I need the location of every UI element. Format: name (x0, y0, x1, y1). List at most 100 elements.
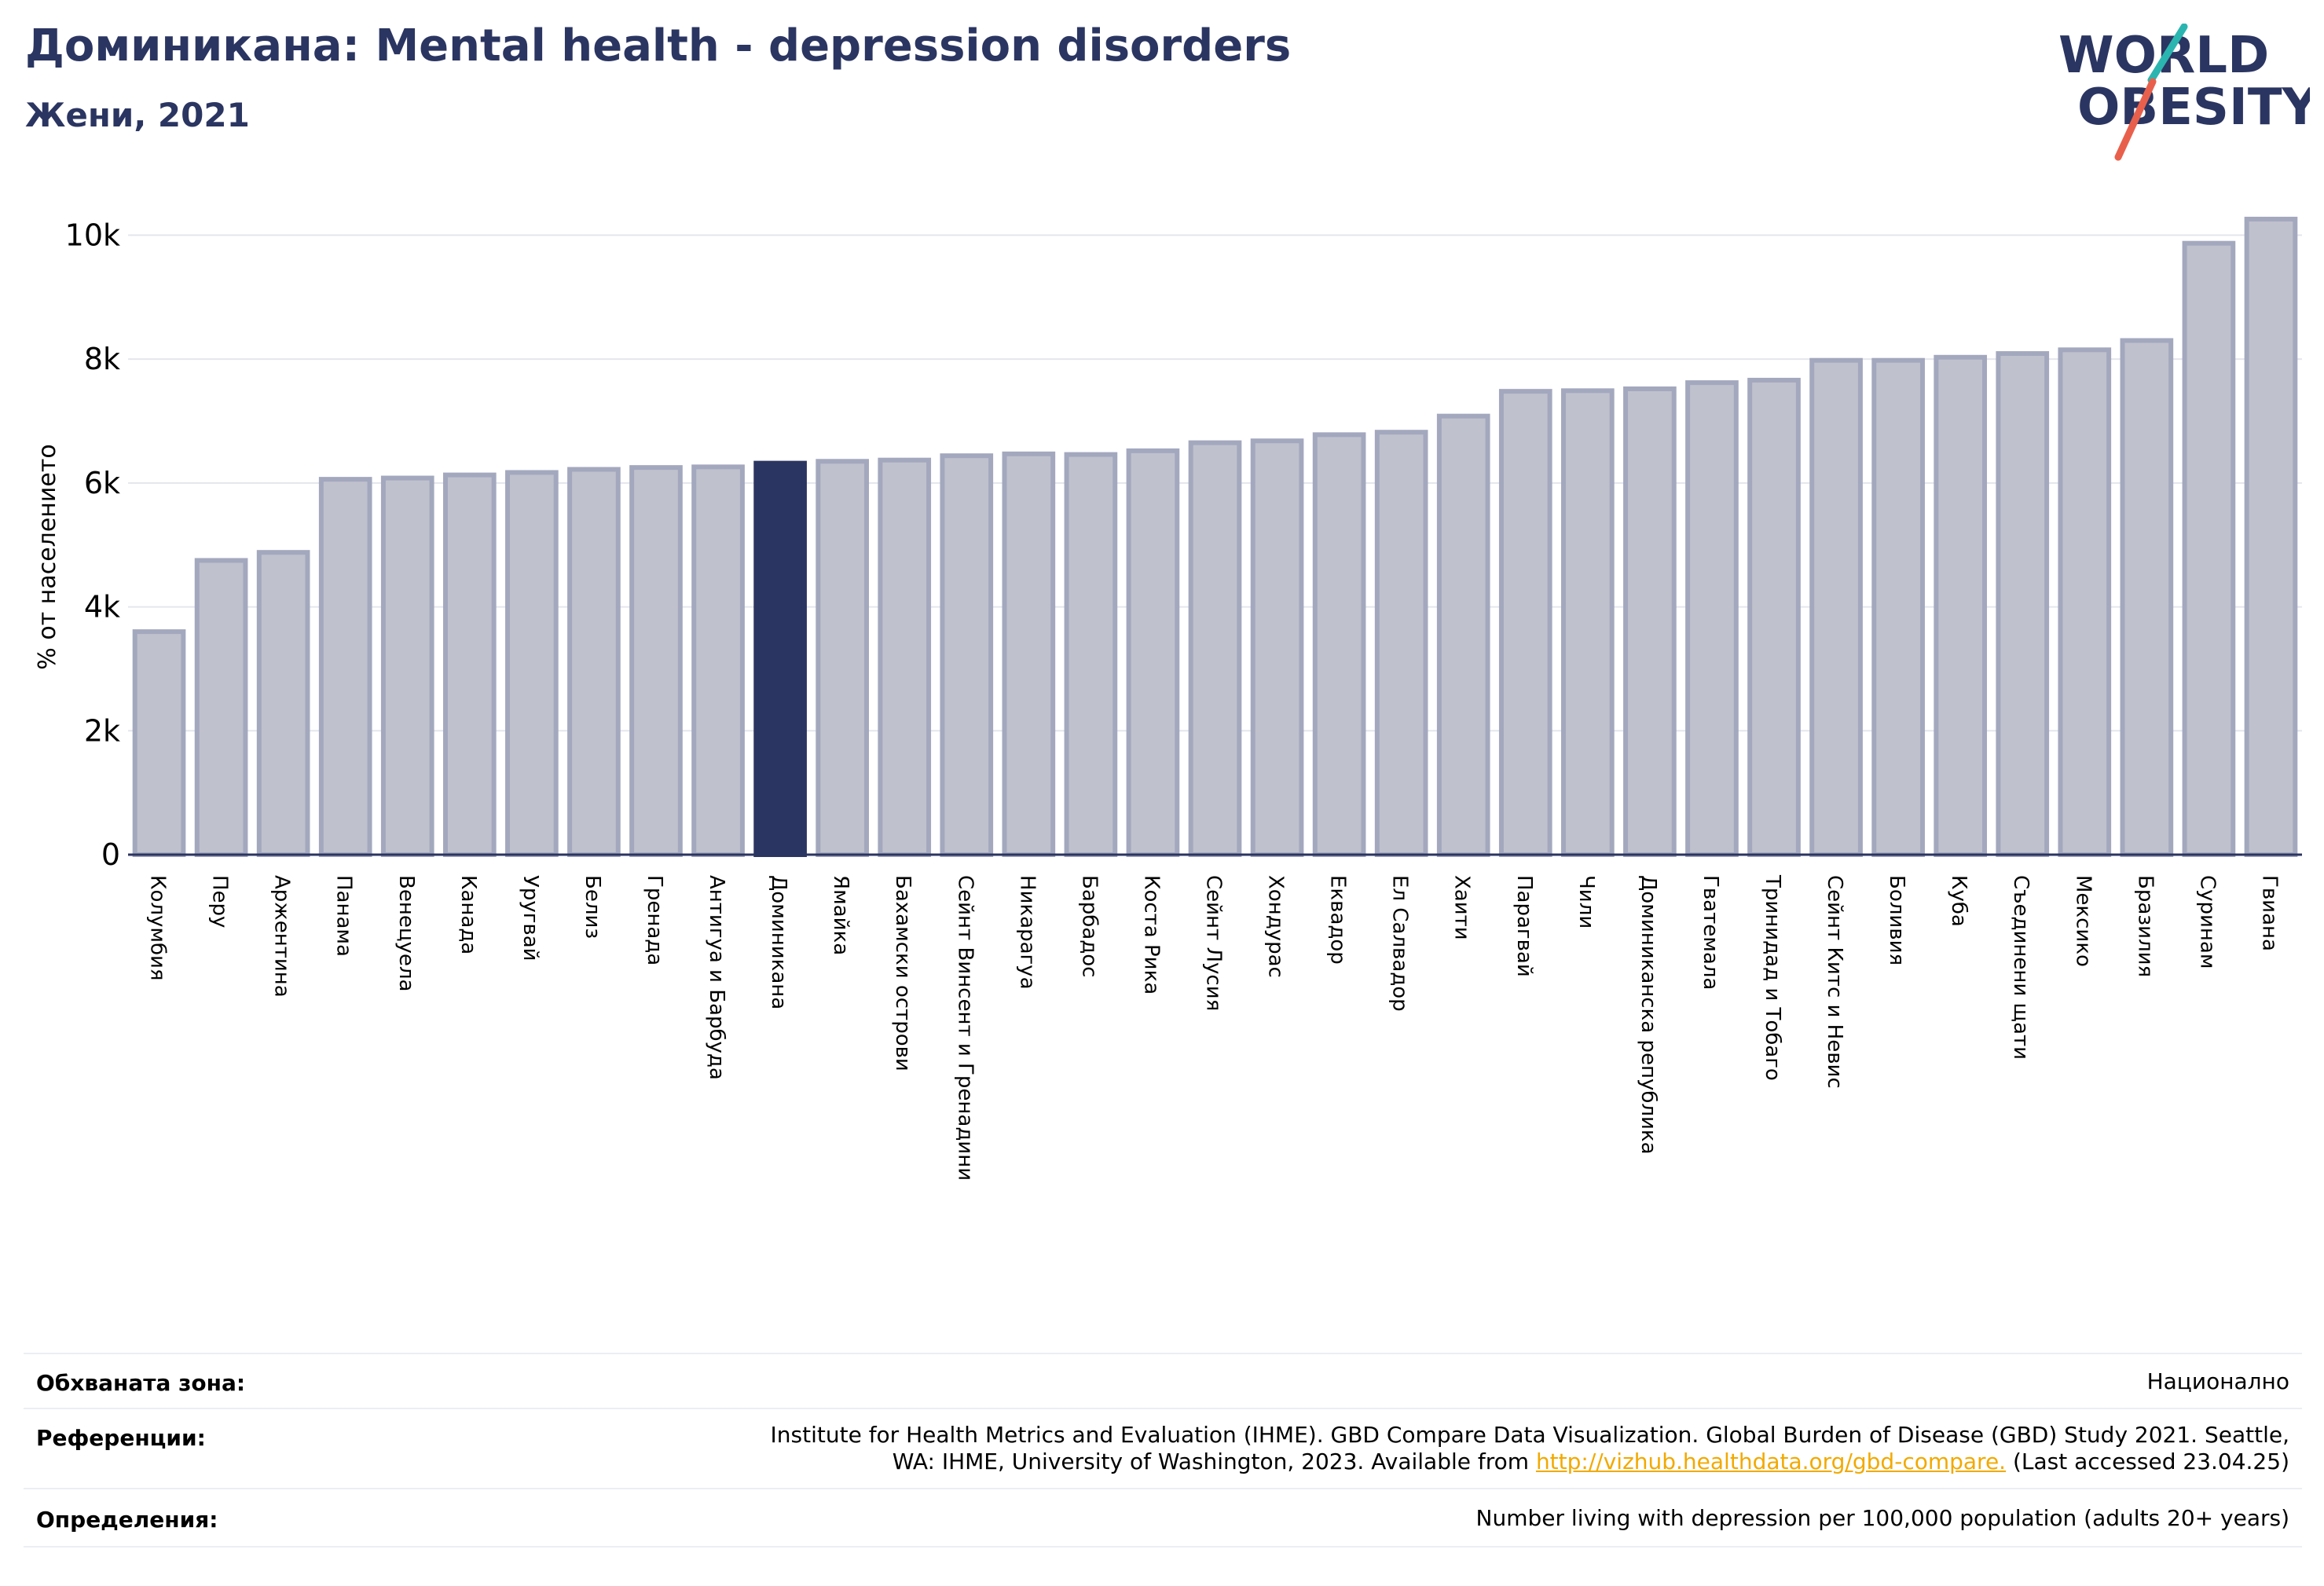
x-tick-label: Хаити (1450, 875, 1474, 940)
bar (1064, 452, 1118, 857)
x-tick-label: Мексико (2071, 875, 2095, 967)
x-tick-label: Антигуа и Барбуда (705, 875, 728, 1080)
x-tick-label: Еквадор (1326, 875, 1350, 965)
x-tick-label: Барбадос (1077, 875, 1101, 977)
x-tick-label: Бразилия (2133, 875, 2157, 977)
bar (1685, 380, 1739, 857)
bar (442, 472, 497, 857)
x-tick-label: Ямайка (829, 875, 852, 955)
references-line-2: WA: IHME, University of Washington, 2023… (771, 1449, 2289, 1475)
x-tick-label: Никарагуа (1015, 875, 1039, 990)
x-tick-label: Суринам (2195, 875, 2219, 969)
x-tick-label: Парагвай (1512, 875, 1536, 977)
x-tick-label: Боливия (1885, 875, 1908, 965)
page-title: Доминикана: Mental health - depression d… (25, 20, 1292, 71)
x-tick-label: Гвиана (2257, 875, 2281, 951)
bar (318, 477, 372, 857)
bar (1561, 388, 1615, 857)
x-tick-label: Доминиканска република (1637, 875, 1660, 1155)
bar (256, 550, 310, 857)
references-line-1: Institute for Health Metrics and Evaluat… (770, 1422, 2289, 1448)
bar (1188, 440, 1242, 858)
x-tick-label: Хондурас (1264, 875, 1288, 978)
bar (1747, 377, 1801, 857)
bar (878, 457, 932, 857)
x-tick-label: Сейнт Винсент и Гренадини (953, 875, 977, 1181)
info-row-coverage: Обхваната зона: Национално (24, 1353, 2302, 1409)
logo-text-obesity: OBESITY (2077, 79, 2310, 137)
x-tick-label: Венецуела (394, 875, 418, 991)
x-tick-label: Гватемала (1699, 875, 1722, 990)
coverage-label: Обхваната зона: (36, 1370, 246, 1396)
bar (2182, 240, 2236, 858)
bar (1934, 354, 1988, 857)
bar (380, 475, 434, 857)
coverage-value: Национално (2146, 1368, 2289, 1394)
y-axis-ticks: 0 2k 4k 6k 8k 10k (65, 218, 120, 872)
x-tick-label: Перу (208, 875, 232, 928)
info-row-references: Референции: Institute for Health Metrics… (24, 1408, 2302, 1489)
x-tick-label: Панама (332, 875, 356, 957)
y-tick-label: 4k (84, 590, 120, 625)
bar-highlighted (753, 460, 807, 857)
bar (567, 467, 621, 857)
bar (816, 459, 869, 857)
bar (2244, 216, 2298, 857)
y-axis-label: % от населението (34, 444, 61, 669)
x-tick-label: Бахамски острови (891, 875, 915, 1071)
x-tick-label: Чили (1574, 875, 1598, 929)
x-tick-label: Колумбия (146, 875, 170, 981)
x-tick-label: Аржентина (270, 875, 294, 998)
bar (940, 453, 994, 857)
logo-slash-red (2114, 78, 2157, 161)
bar (505, 470, 559, 857)
bar (1996, 351, 2050, 857)
definitions-value: Number living with depression per 100,00… (1475, 1505, 2289, 1531)
bar (132, 629, 186, 857)
bar (1498, 389, 1552, 857)
bar (194, 558, 248, 858)
x-tick-label: Коста Рика (1139, 875, 1163, 994)
bar (1436, 413, 1490, 858)
definitions-label: Определения: (36, 1507, 218, 1533)
x-tick-label: Съединени щати (2009, 875, 2033, 1060)
x-tick-label: Гренада (643, 875, 666, 965)
bar (1002, 451, 1056, 857)
references-line-2-pre: WA: IHME, University of Washington, 2023… (892, 1449, 1536, 1474)
bar (1312, 432, 1366, 857)
logo-slash-teal (2147, 24, 2188, 84)
x-tick-label: Белиз (581, 875, 604, 939)
chart-bars (132, 216, 2298, 858)
y-tick-label: 10k (65, 218, 120, 252)
references-link[interactable]: http://vizhub.healthdata.org/gbd-compare… (1535, 1449, 2007, 1474)
info-row-definitions: Определения: Number living with depressi… (24, 1488, 2302, 1548)
bar-chart: 0 2k 4k 6k 8k 10k Колумбия Перу Аржентина Панама… (34, 216, 2302, 1181)
bar (629, 465, 683, 857)
y-tick-label: 2k (84, 713, 120, 748)
bar (2058, 347, 2112, 858)
references-line-2-post: (Last accessed 23.04.25) (2006, 1449, 2289, 1474)
x-tick-label: Канада (456, 875, 480, 954)
y-tick-label: 8k (84, 342, 120, 376)
x-tick-label: Сейнт Китс и Невис (1823, 875, 1846, 1089)
y-tick-label: 0 (101, 837, 120, 872)
x-tick-label: Тринидад и Тобаго (1761, 874, 1784, 1081)
x-tick-label: Уругвай (519, 875, 542, 961)
bar (691, 464, 745, 857)
bar (1374, 430, 1428, 857)
x-axis-labels: Колумбия Перу Аржентина Панама Венецуела Кана… (146, 874, 2282, 1181)
y-tick-label: 6k (84, 466, 120, 500)
bar (1871, 357, 1925, 858)
x-tick-label: Сейнт Лусия (1202, 875, 1226, 1011)
page-subtitle: Жени, 2021 (25, 96, 250, 134)
bar (1623, 386, 1677, 858)
bar (2120, 338, 2174, 857)
bar (1250, 438, 1304, 857)
bar (1126, 448, 1180, 857)
bar (1809, 357, 1863, 858)
x-tick-label: Ел Салвадор (1388, 875, 1412, 1012)
x-tick-label: Доминикана (767, 875, 790, 1009)
world-obesity-logo: WORLD OBESITY (2058, 24, 2310, 161)
references-value: Institute for Health Metrics and Evaluat… (771, 1422, 2289, 1475)
x-tick-label: Куба (1947, 875, 1970, 927)
